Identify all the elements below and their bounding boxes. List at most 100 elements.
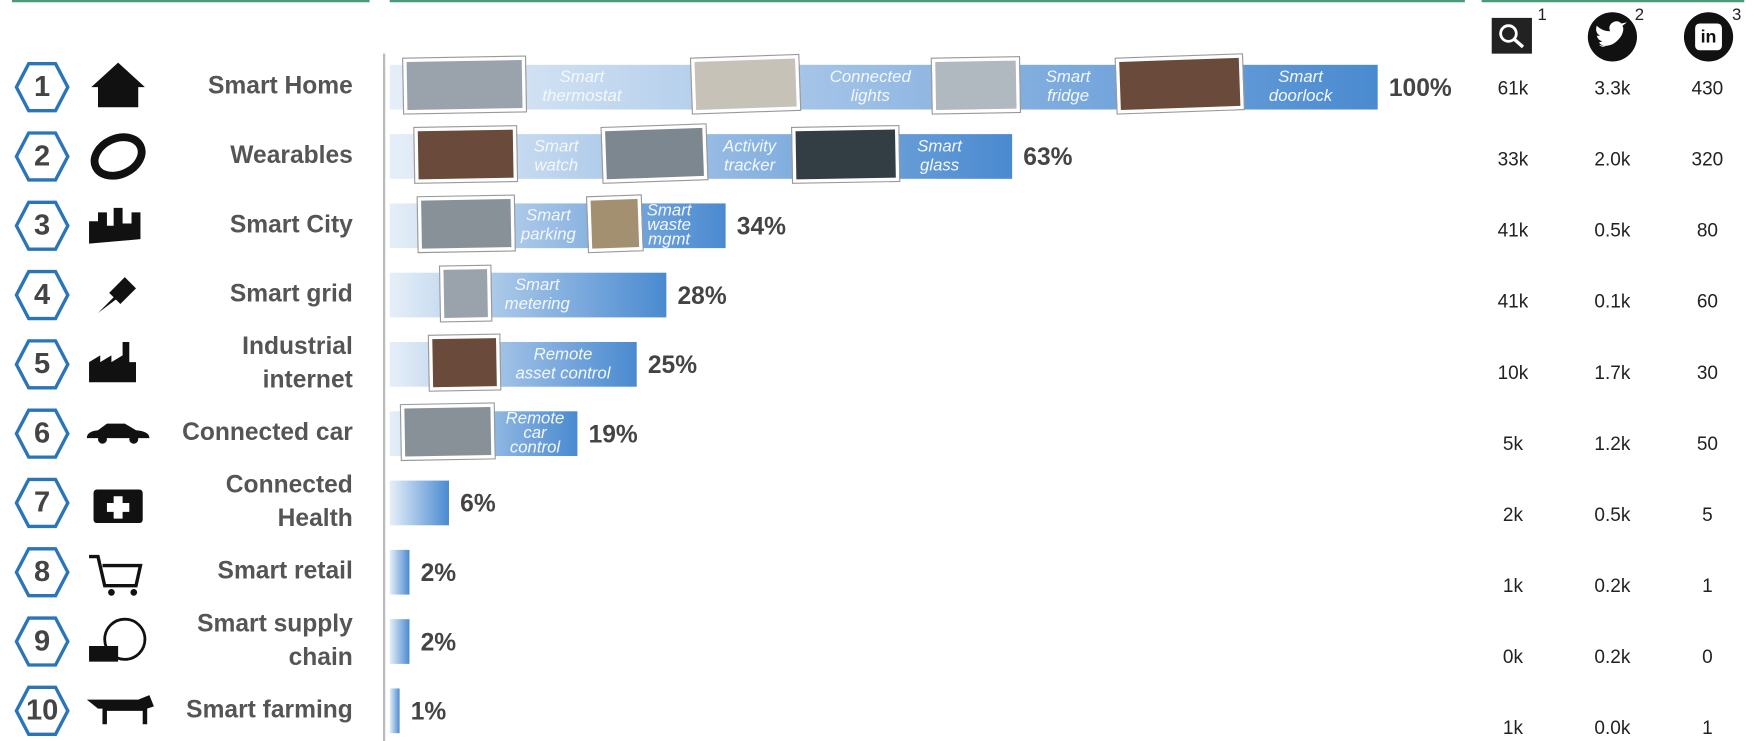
row-icon: [86, 695, 154, 725]
linkedin-count: 0: [1702, 647, 1713, 668]
twitter-count: 0.1k: [1594, 292, 1630, 313]
search-count: 0k: [1503, 647, 1524, 668]
icon-shape: [89, 554, 143, 588]
bar: [389, 619, 410, 664]
row-icon: [89, 554, 143, 596]
rank-badge: [14, 269, 70, 321]
twitter-count: 0.0k: [1594, 718, 1630, 739]
item-label: Smart: [526, 206, 572, 225]
item-label: tracker: [724, 155, 777, 174]
category-name: Industrial: [242, 333, 353, 360]
twitter-count: 0.2k: [1594, 576, 1630, 597]
rank-badge: [14, 200, 70, 251]
item-photo-frame: [790, 125, 901, 184]
icon-shape: [86, 423, 150, 439]
icon-shape: [86, 695, 154, 725]
icon-shape: [91, 62, 145, 108]
item-photo: [792, 126, 900, 183]
item-photo: [1115, 54, 1244, 114]
rank-badge: [14, 477, 70, 529]
linkedin-count: 430: [1692, 78, 1724, 99]
twitter-count: 1.2k: [1594, 434, 1630, 455]
category-name: Health: [278, 505, 353, 532]
icon-shape: [90, 133, 146, 180]
item-photo: [400, 403, 495, 460]
row-icon: [93, 489, 143, 524]
rank-badge: [14, 408, 70, 459]
linkedin-count: 5: [1702, 505, 1713, 526]
value-label: 25%: [648, 352, 697, 379]
value-label: 63%: [1023, 144, 1072, 171]
item-photo: [601, 124, 708, 183]
linkedin-count: 30: [1697, 363, 1718, 384]
item-label: waste: [647, 215, 691, 234]
item-photo-frame: [930, 56, 1022, 115]
linkedin-count: 50: [1697, 434, 1718, 455]
value-label: 100%: [1389, 75, 1452, 102]
value-label: 1%: [411, 699, 447, 726]
linkedin-count: 80: [1697, 221, 1718, 242]
icon-shape: [89, 646, 119, 662]
item-photo-frame: [402, 55, 528, 115]
item-label: Smart: [515, 275, 561, 294]
bar: [389, 549, 410, 595]
rank: 6: [34, 417, 50, 449]
item-photo-frame: [600, 123, 709, 184]
item-label: Smart: [647, 201, 693, 220]
twitter-icon: [1587, 12, 1637, 62]
bar: [389, 688, 400, 734]
rank: 9: [34, 625, 50, 657]
category-name: internet: [263, 367, 353, 394]
rank: 5: [34, 348, 50, 380]
search-count: 10k: [1498, 363, 1529, 384]
category-name: Smart retail: [218, 558, 353, 585]
item-photo-frame: [413, 125, 519, 184]
item-photo-frame: [438, 264, 493, 323]
linkedin-count: 1: [1702, 718, 1713, 739]
item-label: metering: [505, 294, 571, 313]
item-photo-frame: [399, 402, 496, 462]
item-label: Smart: [917, 136, 963, 155]
rank-badge: [14, 62, 70, 113]
search-count: 5k: [1503, 434, 1524, 455]
item-label: glass: [920, 155, 960, 174]
category-name: Wearables: [230, 142, 353, 169]
search-count: 41k: [1498, 221, 1529, 242]
search-count: 41k: [1498, 292, 1529, 313]
search-icon: [1491, 17, 1532, 54]
item-label: Smart: [534, 136, 580, 155]
search-count: 1k: [1503, 718, 1524, 739]
rank: 10: [26, 695, 58, 727]
icon-shape: [98, 277, 136, 313]
item-label: Remote: [534, 344, 593, 363]
search-count: 33k: [1498, 150, 1529, 171]
item-photo: [403, 56, 526, 114]
icon-shape: [103, 617, 147, 661]
rank: 8: [34, 556, 50, 588]
row-icon: [89, 342, 136, 383]
search-count: 2k: [1503, 505, 1524, 526]
twitter-count: 2.0k: [1594, 150, 1630, 171]
icon-shape: [89, 342, 136, 383]
category-name: chain: [289, 644, 353, 671]
item-label: parking: [520, 225, 577, 244]
item-label: lights: [851, 86, 891, 105]
item-label: Activity: [722, 136, 778, 155]
item-label: Smart: [1278, 67, 1324, 86]
search-count: 1k: [1503, 576, 1524, 597]
twitter-count: 1.7k: [1594, 363, 1630, 384]
category-name: Smart supply: [197, 610, 353, 637]
rank: 3: [34, 210, 50, 242]
twitter-count: 0.5k: [1594, 505, 1630, 526]
rank-badge: [14, 616, 70, 667]
icon-shape: [106, 496, 130, 519]
item-photo-frame: [585, 194, 644, 254]
item-photo: [691, 55, 801, 114]
category-name: Connected car: [182, 419, 353, 446]
search-count: 61k: [1498, 78, 1529, 99]
category-name: Smart Home: [208, 73, 353, 100]
twitter-count: 3.3k: [1594, 78, 1630, 99]
row-icon: [89, 617, 147, 662]
linkedin-count: 1: [1702, 576, 1713, 597]
